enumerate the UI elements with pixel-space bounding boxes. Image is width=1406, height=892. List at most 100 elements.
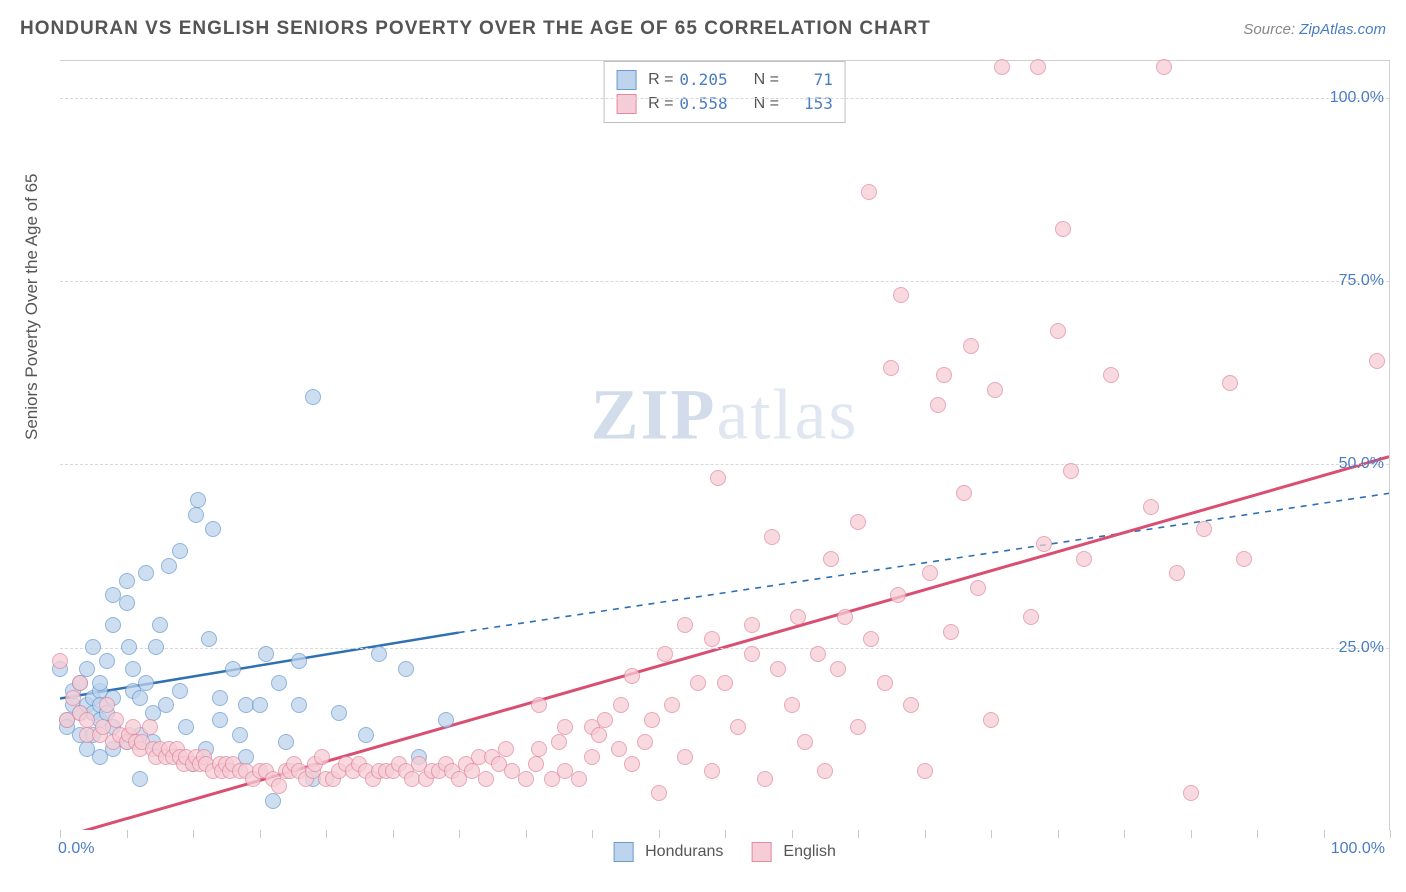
x-axis-tick [60, 830, 61, 838]
scatter-point [1055, 221, 1071, 237]
y-axis-tick-label: 50.0% [1339, 455, 1394, 473]
scatter-point [863, 631, 879, 647]
y-axis-title: Seniors Poverty Over the Age of 65 [22, 174, 42, 440]
stat-r-value: 0.558 [679, 92, 727, 116]
scatter-point [108, 712, 124, 728]
x-axis-tick [1257, 830, 1258, 838]
x-axis-tick [1124, 830, 1125, 838]
scatter-point [557, 719, 573, 735]
scatter-point [837, 609, 853, 625]
chart-header: HONDURAN VS ENGLISH SENIORS POVERTY OVER… [20, 18, 1386, 40]
scatter-point [138, 675, 154, 691]
chart-title: HONDURAN VS ENGLISH SENIORS POVERTY OVER… [20, 18, 931, 40]
scatter-point [178, 719, 194, 735]
scatter-point [943, 624, 959, 640]
scatter-point [190, 492, 206, 508]
scatter-point [1236, 551, 1252, 567]
scatter-point [119, 595, 135, 611]
scatter-point [1023, 609, 1039, 625]
scatter-point [148, 639, 164, 655]
scatter-point [994, 59, 1010, 75]
x-axis-tick [991, 830, 992, 838]
scatter-point [677, 617, 693, 633]
legend-item: English [751, 842, 835, 862]
scatter-point [810, 646, 826, 662]
scatter-point [138, 565, 154, 581]
scatter-point [142, 719, 158, 735]
scatter-point [877, 675, 893, 691]
scatter-point [597, 712, 613, 728]
scatter-point [265, 793, 281, 809]
scatter-point [531, 697, 547, 713]
scatter-point [371, 646, 387, 662]
x-axis-tick [925, 830, 926, 838]
scatter-point [132, 690, 148, 706]
scatter-point [291, 653, 307, 669]
scatter-point [987, 382, 1003, 398]
scatter-point [690, 675, 706, 691]
scatter-point [358, 727, 374, 743]
scatter-point [571, 771, 587, 787]
source-prefix: Source: [1243, 21, 1299, 38]
scatter-point [1103, 367, 1119, 383]
scatter-point [551, 734, 567, 750]
scatter-point [531, 741, 547, 757]
scatter-point [770, 661, 786, 677]
stat-r-label: R = [648, 92, 673, 116]
x-axis-tick [592, 830, 593, 838]
x-axis-tick [1191, 830, 1192, 838]
x-axis-tick [526, 830, 527, 838]
scatter-point [850, 719, 866, 735]
scatter-point [917, 763, 933, 779]
stats-legend-box: R =0.205N =71R =0.558 N =153 [603, 61, 846, 123]
scatter-point [252, 697, 268, 713]
stat-r-label: R = [648, 68, 673, 92]
scatter-point [305, 389, 321, 405]
scatter-point [172, 683, 188, 699]
scatter-point [830, 661, 846, 677]
scatter-point [398, 661, 414, 677]
scatter-point [1143, 499, 1159, 515]
stat-n-label: N = [754, 92, 779, 116]
scatter-point [125, 661, 141, 677]
scatter-point [201, 631, 217, 647]
scatter-point [936, 367, 952, 383]
x-axis-tick [792, 830, 793, 838]
x-axis-tick [1390, 830, 1391, 838]
scatter-point [158, 697, 174, 713]
y-axis-tick-label: 25.0% [1339, 639, 1394, 657]
x-axis-tick [127, 830, 128, 838]
stats-row: R =0.558 N =153 [616, 92, 833, 116]
scatter-point [744, 617, 760, 633]
scatter-point [861, 184, 877, 200]
scatter-point [291, 697, 307, 713]
scatter-point [92, 675, 108, 691]
scatter-point [271, 675, 287, 691]
scatter-point [717, 675, 733, 691]
x-axis-tick [725, 830, 726, 838]
scatter-point [657, 646, 673, 662]
scatter-point [52, 653, 68, 669]
stats-row: R =0.205N =71 [616, 68, 833, 92]
scatter-point [438, 712, 454, 728]
scatter-point [903, 697, 919, 713]
scatter-point [258, 646, 274, 662]
source-link[interactable]: ZipAtlas.com [1299, 21, 1386, 38]
y-axis-tick-label: 75.0% [1339, 272, 1394, 290]
scatter-point [212, 690, 228, 706]
stat-n-value: 153 [785, 92, 833, 116]
x-axis-tick [393, 830, 394, 838]
scatter-point [271, 778, 287, 794]
gridline [60, 464, 1389, 465]
x-axis-tick [858, 830, 859, 838]
scatter-point [1036, 536, 1052, 552]
scatter-point [677, 749, 693, 765]
x-axis-tick [1058, 830, 1059, 838]
scatter-point [232, 727, 248, 743]
scatter-point [314, 749, 330, 765]
scatter-point [1156, 59, 1172, 75]
series-legend: HonduransEnglish [613, 842, 836, 862]
stat-n-label: N = [754, 68, 779, 92]
scatter-point [205, 521, 221, 537]
scatter-point [584, 749, 600, 765]
